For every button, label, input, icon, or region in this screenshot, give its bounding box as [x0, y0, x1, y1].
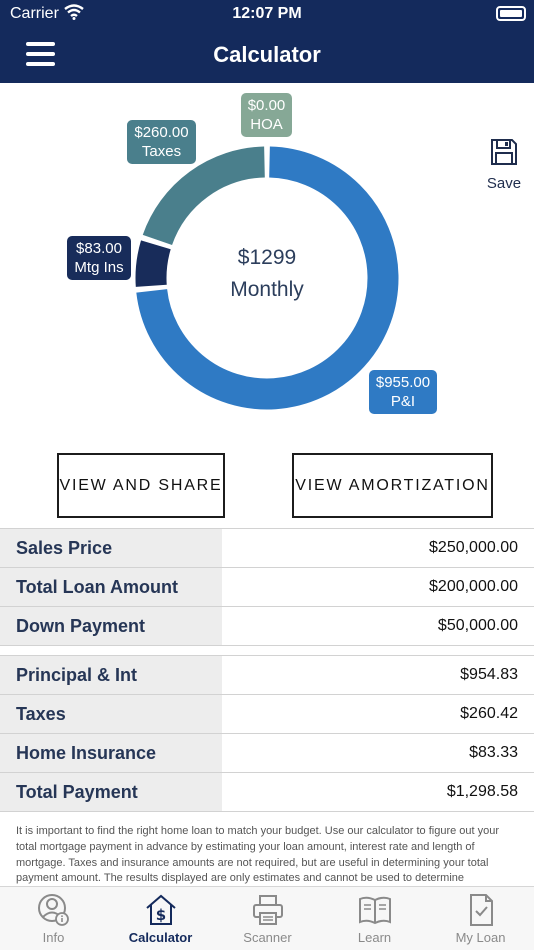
tab-label: Info [42, 930, 65, 945]
row-label: Sales Price [0, 529, 222, 567]
view-and-share-button[interactable]: VIEW AND SHARE [57, 453, 225, 518]
hamburger-menu-icon[interactable] [26, 42, 55, 66]
tab-my-loan[interactable]: My Loan [427, 887, 534, 950]
slice-callout-mtg-ins: $83.00 Mtg Ins [67, 236, 131, 280]
table-row[interactable]: Down Payment $50,000.00 [0, 607, 534, 646]
house-dollar-icon: $ [145, 894, 176, 925]
donut-chart [135, 146, 399, 410]
chart-center-label: Monthly [230, 278, 304, 301]
row-value[interactable]: $250,000.00 [429, 539, 518, 556]
row-label: Total Loan Amount [0, 568, 222, 606]
table-row[interactable]: Total Loan Amount $200,000.00 [0, 568, 534, 607]
slice-label: HOA [250, 116, 283, 133]
row-value[interactable]: $83.33 [469, 744, 518, 761]
person-info-icon [37, 894, 69, 926]
row-value[interactable]: $200,000.00 [429, 578, 518, 595]
view-amortization-button[interactable]: VIEW AMORTIZATION [292, 453, 493, 518]
slice-callout-pi: $955.00 P&I [369, 370, 437, 414]
save-label: Save [486, 175, 522, 192]
row-label: Home Insurance [0, 734, 222, 772]
payment-breakdown-table: Principal & Int $954.83 Taxes $260.42 Ho… [0, 655, 534, 812]
tab-info[interactable]: Info [0, 887, 107, 950]
table-row[interactable]: Sales Price $250,000.00 [0, 529, 534, 568]
slice-value: $260.00 [134, 124, 189, 141]
row-label: Taxes [0, 695, 222, 733]
loan-details-table: Sales Price $250,000.00 Total Loan Amoun… [0, 528, 534, 646]
tab-bar: Info $ Calculator Scanner [0, 886, 534, 950]
book-icon [358, 896, 391, 925]
slice-callout-hoa: $0.00 HOA [241, 93, 292, 137]
nav-bar: Calculator [0, 28, 534, 83]
disclaimer-text: It is important to find the right home l… [16, 825, 500, 885]
printer-icon [252, 895, 283, 925]
tab-label: Learn [357, 930, 392, 945]
donut-slice-taxes [142, 146, 266, 246]
tab-calculator[interactable]: $ Calculator [107, 887, 214, 950]
document-check-icon [469, 894, 493, 926]
tab-label: Scanner [243, 930, 292, 945]
slice-label: Taxes [141, 143, 182, 160]
payment-chart: $1299 Monthly $955.00 P&I $83.00 Mtg Ins… [0, 83, 534, 443]
row-value[interactable]: $260.42 [460, 705, 518, 722]
table-row[interactable]: Taxes $260.42 [0, 695, 534, 734]
slice-label: Mtg Ins [74, 259, 124, 276]
save-button[interactable]: Save [484, 138, 524, 192]
status-bar: Carrier 12:07 PM [0, 0, 534, 28]
slice-value: $0.00 [247, 97, 286, 114]
status-time: 12:07 PM [232, 5, 302, 22]
tab-learn[interactable]: Learn [321, 887, 428, 950]
floppy-disk-icon [491, 139, 517, 165]
carrier-label: Carrier [10, 5, 59, 22]
row-label: Down Payment [0, 607, 222, 645]
row-value[interactable]: $50,000.00 [437, 617, 518, 634]
slice-label: P&I [390, 393, 416, 410]
tab-label: Calculator [128, 930, 193, 945]
slice-value: $83.00 [76, 240, 122, 257]
row-value: $1,298.58 [446, 783, 518, 800]
tab-label: My Loan [455, 930, 506, 945]
wifi-icon [64, 4, 84, 25]
row-label: Total Payment [0, 773, 222, 811]
svg-text:$: $ [155, 906, 165, 924]
table-row[interactable]: Total Payment $1,298.58 [0, 773, 534, 812]
table-row[interactable]: Principal & Int $954.83 [0, 656, 534, 695]
slice-callout-taxes: $260.00 Taxes [127, 120, 196, 164]
row-label: Principal & Int [0, 656, 222, 694]
donut-slice-pi [136, 146, 399, 410]
slice-value: $955.00 [375, 374, 431, 391]
table-row[interactable]: Home Insurance $83.33 [0, 734, 534, 773]
row-value[interactable]: $954.83 [460, 666, 518, 683]
tab-scanner[interactable]: Scanner [214, 887, 321, 950]
page-title: Calculator [213, 42, 321, 67]
battery-icon [496, 6, 526, 21]
chart-center-amount: $1299 [237, 246, 297, 269]
donut-slice-mtg-ins [135, 240, 171, 287]
